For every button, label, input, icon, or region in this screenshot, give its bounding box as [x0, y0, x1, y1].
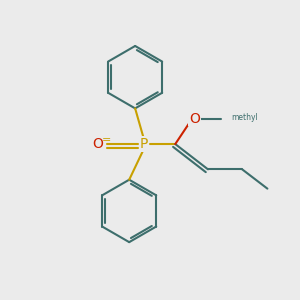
Text: methyl: methyl [232, 113, 259, 122]
Text: P: P [140, 137, 148, 151]
Text: =: = [102, 135, 112, 145]
Text: O: O [189, 112, 200, 126]
Text: O: O [92, 137, 104, 151]
